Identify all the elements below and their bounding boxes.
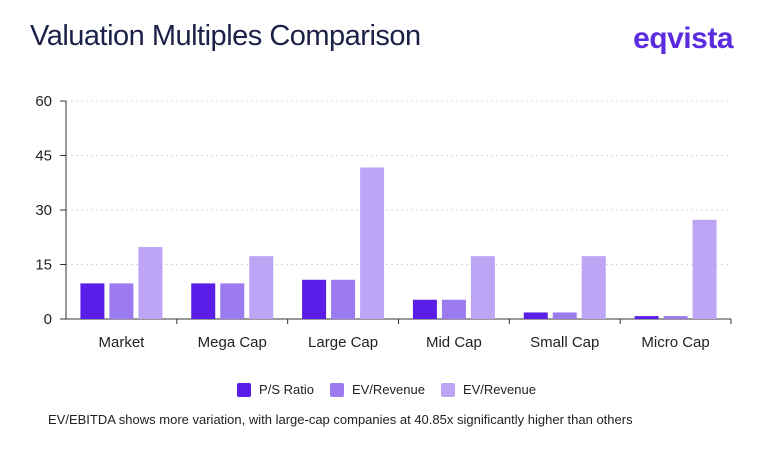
bar-2-mid-cap [441,299,466,319]
x-tick-label: Mid Cap [426,334,482,351]
bar-2-large-cap [331,279,356,319]
x-tick-label: Large Cap [308,334,378,351]
bar-1-micro-cap [634,316,659,319]
bar-1-large-cap [302,279,327,319]
bar-2-micro-cap [663,316,688,319]
bar-1-market [80,283,105,319]
y-tick-label: 60 [35,93,52,110]
x-tick-label: Market [98,334,145,351]
chart-caption: EV/EBITDA shows more variation, with lar… [48,412,633,427]
bar-3-market [138,247,163,319]
y-tick-label: 45 [35,148,52,165]
bar-3-mega-cap [249,256,274,319]
chart-title: Valuation Multiples Comparison [30,20,421,52]
legend-item-ev-revenue: EV/Revenue [329,382,425,397]
y-tick-label: 0 [44,311,52,328]
bar-1-mid-cap [412,299,437,319]
x-tick-label: Mega Cap [198,334,267,351]
x-tick-label: Micro Cap [641,334,709,351]
bar-2-market [109,283,134,319]
bar-1-small-cap [523,312,548,319]
brand-logo: eqvista [633,22,733,55]
legend-label-ev-revenue: EV/Revenue [351,382,425,397]
bar-2-mega-cap [220,283,245,319]
legend-item-ps-ratio: P/S Ratio [237,382,314,397]
bar-2-small-cap [552,312,577,319]
bar-3-large-cap [360,167,385,319]
legend-label-ev-revenue-2: EV/Revenue [462,382,536,397]
legend-label-ps-ratio: P/S Ratio [259,382,314,397]
legend-swatch-ev-revenue [329,382,344,397]
bar-3-small-cap [581,256,606,319]
bar-3-micro-cap [692,219,717,319]
x-tick-label: Small Cap [530,334,599,351]
legend: P/S Ratio EV/Revenue EV/Revenue [0,382,773,397]
bar-1-mega-cap [191,283,216,319]
bar-chart: 0 15 30 45 60 Market Mega Cap Large Cap Mid Cap S… [35,93,732,351]
y-tick-label: 30 [35,202,52,219]
bar-3-mid-cap [470,256,495,319]
legend-swatch-ps-ratio [237,382,252,397]
y-tick-label: 15 [35,257,52,274]
legend-swatch-ev-revenue-2 [440,382,455,397]
legend-item-ev-revenue-2: EV/Revenue [440,382,536,397]
